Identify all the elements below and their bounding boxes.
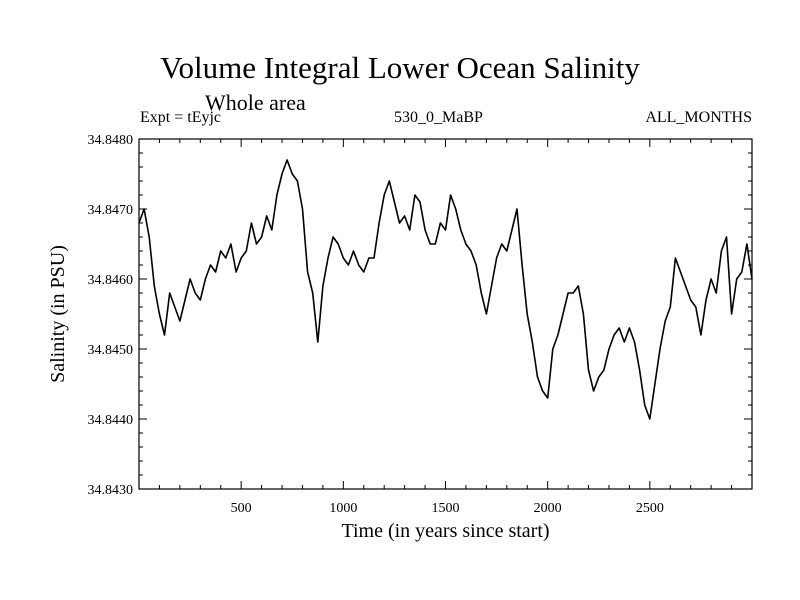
x-tick-label: 2500 (636, 501, 664, 516)
months-label: ALL_MONTHS (645, 109, 752, 126)
x-axis-label: Time (in years since start) (341, 520, 549, 542)
y-tick-label: 34.8440 (88, 413, 134, 428)
y-tick-label: 34.8480 (88, 133, 134, 148)
y-axis-label: Salinity (in PSU) (47, 245, 69, 383)
x-tick-label: 1000 (329, 501, 357, 516)
chart-subtitle: Whole area (205, 90, 306, 115)
x-tick-label: 2000 (534, 501, 562, 516)
y-tick-label: 34.8450 (88, 343, 134, 358)
y-tick-label: 34.8430 (88, 483, 134, 498)
period-label: 530_0_MaBP (394, 109, 483, 126)
experiment-label: Expt = tEyjc (140, 109, 222, 126)
plot-frame (138, 138, 753, 490)
y-axis: 34.8430 34.8440 34.8450 34.8460 34.8470 34.84… (88, 133, 752, 498)
x-tick-label: 1500 (432, 501, 460, 516)
y-tick-label: 34.8460 (88, 273, 134, 288)
chart-title: Volume Integral Lower Ocean Salinity (160, 50, 640, 85)
series-layer (138, 159, 753, 420)
x-tick-label: 500 (231, 501, 252, 516)
x-axis: 500 1000 1500 2000 2500 (158, 139, 733, 516)
series-line-0 (138, 159, 753, 420)
y-tick-label: 34.8470 (88, 203, 134, 218)
